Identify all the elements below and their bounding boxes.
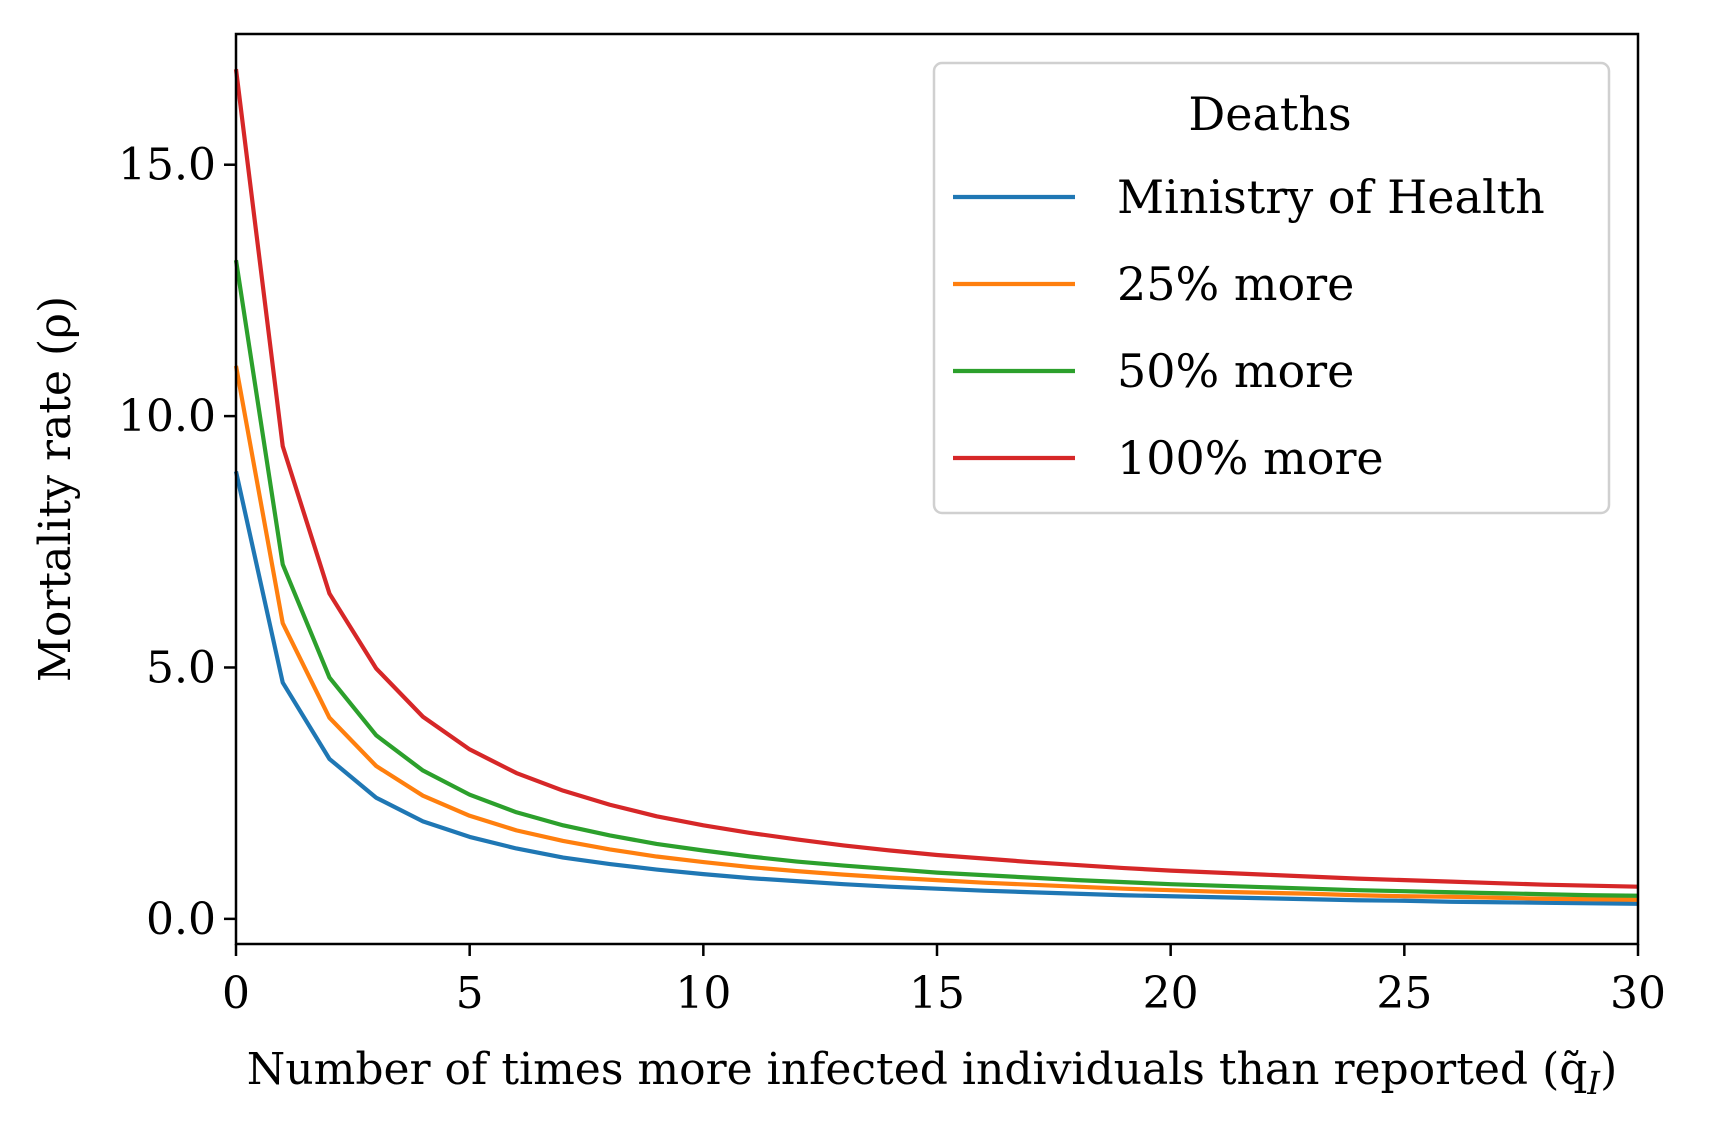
x-axis-label: Number of times more infected individual… xyxy=(247,1044,1617,1102)
legend-label: 50% more xyxy=(1117,344,1354,398)
x-tick-label: 15 xyxy=(909,968,965,1019)
x-tick-label: 25 xyxy=(1376,968,1432,1019)
x-tick-label: 10 xyxy=(675,968,731,1019)
y-axis-label: Mortality rate (ρ) xyxy=(30,296,81,682)
legend-label: 25% more xyxy=(1117,257,1354,311)
y-axis-ticks: 0.0 5.0 10.0 15.0 xyxy=(118,140,236,945)
series-line-1 xyxy=(233,365,1639,902)
series-line-2 xyxy=(233,259,1639,898)
y-tick-label: 0.0 xyxy=(146,894,216,945)
x-tick-label: 0 xyxy=(222,968,250,1019)
y-tick-label: 10.0 xyxy=(118,391,216,442)
legend-title: Deaths xyxy=(1188,87,1351,141)
legend-box xyxy=(932,61,1611,515)
legend-label: Ministry of Health xyxy=(1117,170,1545,224)
y-tick-label: 5.0 xyxy=(146,642,216,693)
legend-label: 100% more xyxy=(1117,431,1384,485)
plot-area xyxy=(233,68,1639,906)
x-tick-label: 20 xyxy=(1143,968,1199,1019)
legend-entries: Ministry of Health 25% more 50% more 100% m… xyxy=(953,170,1545,485)
x-axis-ticks: 0 5 10 15 20 25 30 xyxy=(222,944,1666,1019)
series-line-3 xyxy=(233,68,1639,889)
y-tick-label: 15.0 xyxy=(118,140,216,191)
x-tick-label: 30 xyxy=(1610,968,1666,1019)
series-line-0 xyxy=(233,470,1639,906)
legend: Deaths Ministry of Health 25% more 50% mor… xyxy=(932,61,1611,515)
x-tick-label: 5 xyxy=(456,968,484,1019)
